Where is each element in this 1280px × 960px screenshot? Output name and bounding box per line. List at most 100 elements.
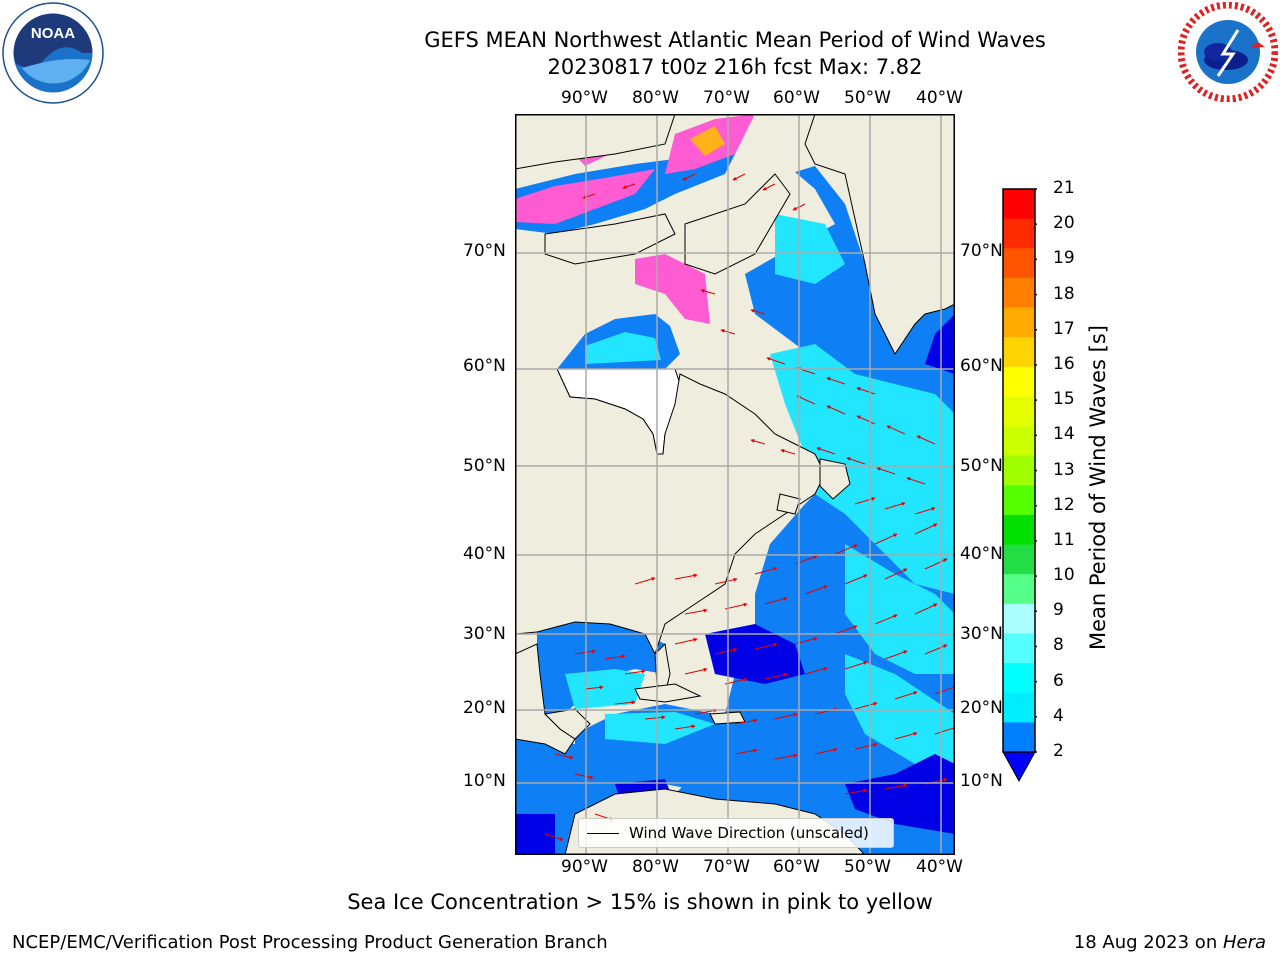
- lon-label-bottom: 40°W: [916, 857, 963, 877]
- colorbar-segment: [1003, 189, 1035, 220]
- lat-label-right: 10°N: [960, 771, 1003, 791]
- wind-wave-arrow: [876, 467, 896, 475]
- colorbar-segment: [1003, 455, 1035, 486]
- colorbar-segment: [1003, 396, 1035, 427]
- wind-wave-arrow: [844, 661, 868, 670]
- colorbar-segment: [1003, 337, 1035, 368]
- colorbar-segment: [1003, 544, 1035, 575]
- wind-wave-arrow: [682, 173, 696, 181]
- colorbar-segment: [1003, 218, 1035, 249]
- colorbar-tick-label: 2: [1053, 741, 1064, 761]
- map-legend: Wind Wave Direction (unscaled): [578, 818, 894, 848]
- wind-wave-arrow: [582, 193, 596, 199]
- wind-wave-arrow: [762, 183, 776, 191]
- wind-wave-arrow: [684, 608, 708, 615]
- wind-wave-arrow: [834, 544, 858, 555]
- wind-wave-arrow: [780, 448, 796, 455]
- colorbar-tick-label: 11: [1053, 529, 1075, 550]
- wind-wave-arrow: [874, 533, 898, 545]
- legend-label: Wind Wave Direction (unscaled): [629, 824, 869, 842]
- land-baffin: [684, 173, 791, 275]
- wind-wave-arrow: [574, 773, 594, 780]
- wind-wave-arrow: [674, 637, 698, 645]
- colorbar-tick-label: 10: [1053, 565, 1075, 586]
- noaa-logo-text: NOAA: [31, 25, 75, 42]
- colorbar-tick-label: 19: [1053, 248, 1075, 269]
- wind-wave-arrow: [700, 288, 716, 295]
- colorbar-tick-label: 8: [1053, 635, 1064, 656]
- lat-label-right: 50°N: [960, 456, 1003, 476]
- colorbar-tick-label: 12: [1053, 494, 1075, 515]
- wind-wave-arrow: [874, 614, 898, 625]
- colorbar-segment: [1003, 485, 1035, 516]
- lon-label-top: 80°W: [632, 88, 679, 108]
- colorbar-tick-label: 4: [1053, 705, 1064, 726]
- lon-label-top: 50°W: [844, 88, 891, 108]
- wind-wave-arrow: [884, 502, 906, 510]
- colorbar-tick-label: 16: [1053, 353, 1075, 374]
- colorbar-tick-label: 15: [1053, 389, 1075, 410]
- wind-wave-arrow: [914, 507, 936, 515]
- lat-label-left: 60°N: [463, 356, 506, 376]
- footer-host: Hera: [1222, 932, 1266, 953]
- colorbar-extend-arrow: [1002, 751, 1036, 783]
- colorbar-segment: [1003, 248, 1035, 279]
- wind-wave-arrow: [854, 497, 876, 505]
- wind-wave-arrow: [714, 577, 738, 585]
- wind-wave-arrow: [886, 425, 906, 435]
- colorbar-tick-label: 14: [1053, 424, 1075, 445]
- wind-wave-arrow: [924, 558, 948, 570]
- lat-label-left: 70°N: [463, 241, 506, 261]
- cyan-band-mid: [845, 544, 955, 674]
- map-panel: [515, 114, 955, 855]
- wind-wave-arrow: [854, 742, 878, 750]
- lat-label-right: 40°N: [960, 544, 1003, 564]
- lat-label-right: 30°N: [960, 624, 1003, 644]
- wind-wave-arrow: [826, 405, 846, 415]
- lat-label-left: 20°N: [463, 698, 506, 718]
- sea-ice-caption: Sea Ice Concentration > 15% is shown in …: [347, 890, 933, 914]
- lat-label-left: 30°N: [463, 624, 506, 644]
- chart-subtitle: 20230817 t00z 216h fcst Max: 7.82: [547, 55, 923, 79]
- wind-wave-arrow: [604, 654, 626, 660]
- lat-label-left: 40°N: [463, 544, 506, 564]
- nws-logo: [1177, 1, 1279, 103]
- wind-wave-arrow: [634, 577, 656, 585]
- wind-wave-arrow: [764, 596, 788, 605]
- wind-wave-arrow: [884, 650, 908, 660]
- wind-wave-arrow: [584, 685, 604, 690]
- wind-wave-arrow: [884, 568, 908, 580]
- lat-label-right: 70°N: [960, 241, 1003, 261]
- wind-wave-arrow: [814, 747, 838, 755]
- wind-wave-arrow: [884, 783, 908, 790]
- colorbar-tick-label: 17: [1053, 318, 1075, 339]
- lat-label-right: 20°N: [960, 698, 1003, 718]
- wind-wave-arrow: [924, 644, 948, 655]
- wind-wave-arrow: [934, 685, 955, 695]
- land-north-america-east: [515, 368, 826, 656]
- colorbar-title: Mean Period of Wind Waves [s]: [1086, 325, 1110, 650]
- wind-wave-arrow: [644, 715, 666, 720]
- chart-title: GEFS MEAN Northwest Atlantic Mean Period…: [424, 28, 1046, 52]
- colorbar-segment: [1003, 603, 1035, 634]
- land-greenland: [804, 114, 955, 355]
- wind-wave-arrow: [894, 731, 918, 740]
- wind-wave-arrow: [796, 395, 816, 405]
- wind-wave-arrow: [854, 701, 878, 710]
- wind-wave-arrow: [684, 667, 708, 675]
- footer-right: 18 Aug 2023 on Hera: [1074, 932, 1266, 953]
- colorbar-segment: [1003, 514, 1035, 546]
- colorbar-segment: [1003, 574, 1035, 605]
- wind-wave-arrow: [774, 712, 798, 720]
- legend-line-swatch: [587, 832, 619, 834]
- lon-label-top: 90°W: [561, 88, 608, 108]
- wind-wave-arrow: [750, 438, 766, 445]
- wind-wave-arrow: [544, 833, 564, 841]
- wind-wave-arrow: [804, 666, 828, 675]
- colorbar-tick-label: 20: [1053, 213, 1075, 234]
- wind-wave-arrow: [856, 387, 876, 395]
- wind-wave-arrow: [674, 573, 698, 580]
- lon-label-bottom: 80°W: [632, 857, 679, 877]
- lon-label-bottom: 70°W: [703, 857, 750, 877]
- colorbar-tick-label: 13: [1053, 459, 1075, 480]
